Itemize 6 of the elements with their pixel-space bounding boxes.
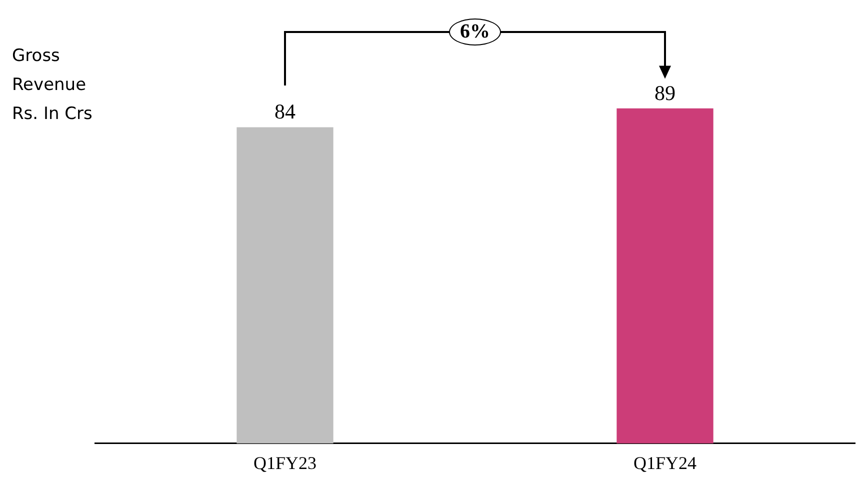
- text: 6%: [449, 18, 501, 46]
- x-tick-label: Q1FY23: [253, 452, 317, 473]
- x-tick-label: Q1FY24: [633, 452, 697, 473]
- data-label: 84: [274, 100, 296, 124]
- data-label: 89: [654, 80, 676, 105]
- y-axis-title: Gross Revenue Rs. In Crs: [12, 45, 92, 126]
